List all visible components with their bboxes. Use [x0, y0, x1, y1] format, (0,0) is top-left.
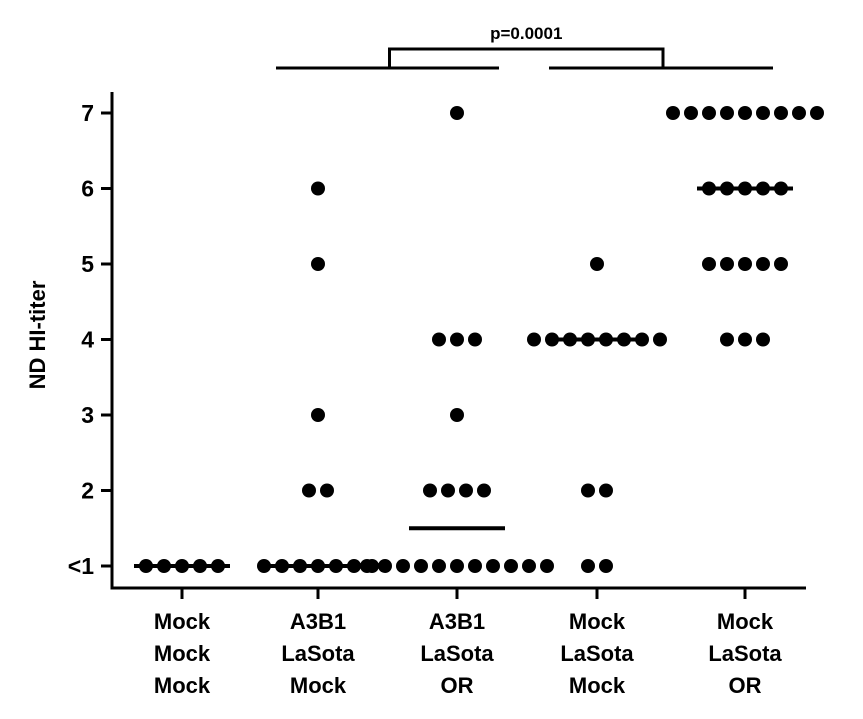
data-point [756, 332, 770, 347]
data-point [756, 257, 770, 271]
data-point [684, 106, 698, 120]
data-point [720, 106, 734, 120]
x-category-label: Mock [717, 609, 774, 634]
data-point [450, 408, 464, 422]
data-point [432, 332, 446, 347]
data-point [396, 559, 410, 573]
y-axis-title: ND HI-titer [25, 280, 50, 389]
data-point [477, 483, 491, 498]
data-point [468, 559, 482, 573]
p-value-label: p=0.0001 [490, 24, 562, 43]
data-point [792, 106, 806, 120]
data-points [139, 106, 824, 573]
data-point [320, 483, 334, 498]
x-category-label: A3B1 [429, 609, 485, 634]
data-point [311, 408, 325, 422]
data-point [257, 559, 271, 573]
y-tick-label: <1 [68, 553, 94, 579]
x-category-label: Mock [569, 673, 626, 698]
data-point [450, 559, 464, 573]
data-point [450, 332, 464, 347]
x-category-label: Mock [154, 609, 211, 634]
y-tick-label: 3 [81, 402, 94, 428]
data-point [738, 332, 752, 347]
x-category-label: Mock [154, 673, 211, 698]
data-point [653, 332, 667, 347]
x-category-label: LaSota [708, 641, 782, 666]
data-point [468, 332, 482, 347]
y-tick-label: 2 [81, 478, 94, 504]
median-lines [134, 186, 793, 568]
x-category-label: A3B1 [290, 609, 346, 634]
y-tick-label: 7 [81, 100, 94, 126]
data-point [774, 106, 788, 120]
data-point [581, 559, 595, 573]
data-point [738, 106, 752, 120]
data-point [486, 559, 500, 573]
data-point [756, 106, 770, 120]
data-point [527, 332, 541, 347]
data-point [810, 106, 824, 120]
x-category-label: LaSota [420, 641, 494, 666]
y-tick-label: 6 [81, 176, 94, 202]
data-point [599, 559, 613, 573]
data-point [581, 483, 595, 498]
x-category-label: LaSota [281, 641, 355, 666]
data-point [450, 106, 464, 120]
data-point [720, 332, 734, 347]
significance-bracket: p=0.0001 [276, 24, 773, 70]
data-point [702, 106, 716, 120]
x-category-label: OR [441, 673, 474, 698]
data-point [378, 559, 392, 573]
data-point [599, 483, 613, 498]
data-point [504, 559, 518, 573]
data-point [360, 559, 374, 573]
data-point [311, 257, 325, 271]
y-tick-label: 5 [81, 251, 94, 277]
bracket-connector [388, 47, 665, 68]
data-point [666, 106, 680, 120]
data-point [522, 559, 536, 573]
data-point [423, 483, 437, 498]
data-point [720, 257, 734, 271]
x-category-label: Mock [154, 641, 211, 666]
axis-labels: Mock Mock Mock A3B1 LaSota Mock A3B1 LaSota OR Mo… [25, 280, 782, 698]
x-category-label: LaSota [560, 641, 634, 666]
data-point [441, 483, 455, 498]
data-point [302, 483, 316, 498]
data-point [432, 559, 446, 573]
data-point [702, 257, 716, 271]
x-category-label: Mock [290, 673, 347, 698]
data-point [414, 559, 428, 573]
y-tick-label: 4 [81, 327, 94, 353]
x-category-label: OR [729, 673, 762, 698]
x-category-label: Mock [569, 609, 626, 634]
data-point [311, 181, 325, 196]
data-point [774, 257, 788, 271]
data-point [540, 559, 554, 573]
data-point [459, 483, 473, 498]
axes: <1 2 3 4 5 6 7 [68, 92, 806, 599]
data-point [738, 257, 752, 271]
data-point [590, 257, 604, 271]
